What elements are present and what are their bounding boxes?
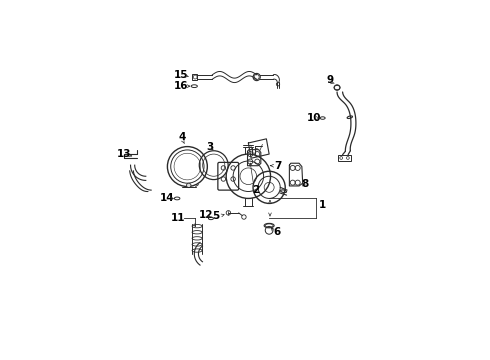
Text: 14: 14 xyxy=(160,193,175,203)
Text: 16: 16 xyxy=(173,81,188,91)
Text: 12: 12 xyxy=(198,210,213,220)
Text: 4: 4 xyxy=(178,132,186,143)
Text: 11: 11 xyxy=(171,213,186,224)
Text: 9: 9 xyxy=(326,75,334,85)
Text: 8: 8 xyxy=(301,179,309,189)
Text: 15: 15 xyxy=(173,70,188,80)
Text: 3: 3 xyxy=(207,142,214,152)
Text: 5: 5 xyxy=(212,211,220,221)
Text: 1: 1 xyxy=(318,201,326,210)
Text: 7: 7 xyxy=(274,161,282,171)
Bar xyxy=(339,155,351,161)
Text: 10: 10 xyxy=(307,113,321,123)
Text: 13: 13 xyxy=(116,149,131,158)
Text: 6: 6 xyxy=(273,227,281,237)
Circle shape xyxy=(187,183,191,188)
Text: 2: 2 xyxy=(252,185,259,194)
Bar xyxy=(192,74,196,80)
